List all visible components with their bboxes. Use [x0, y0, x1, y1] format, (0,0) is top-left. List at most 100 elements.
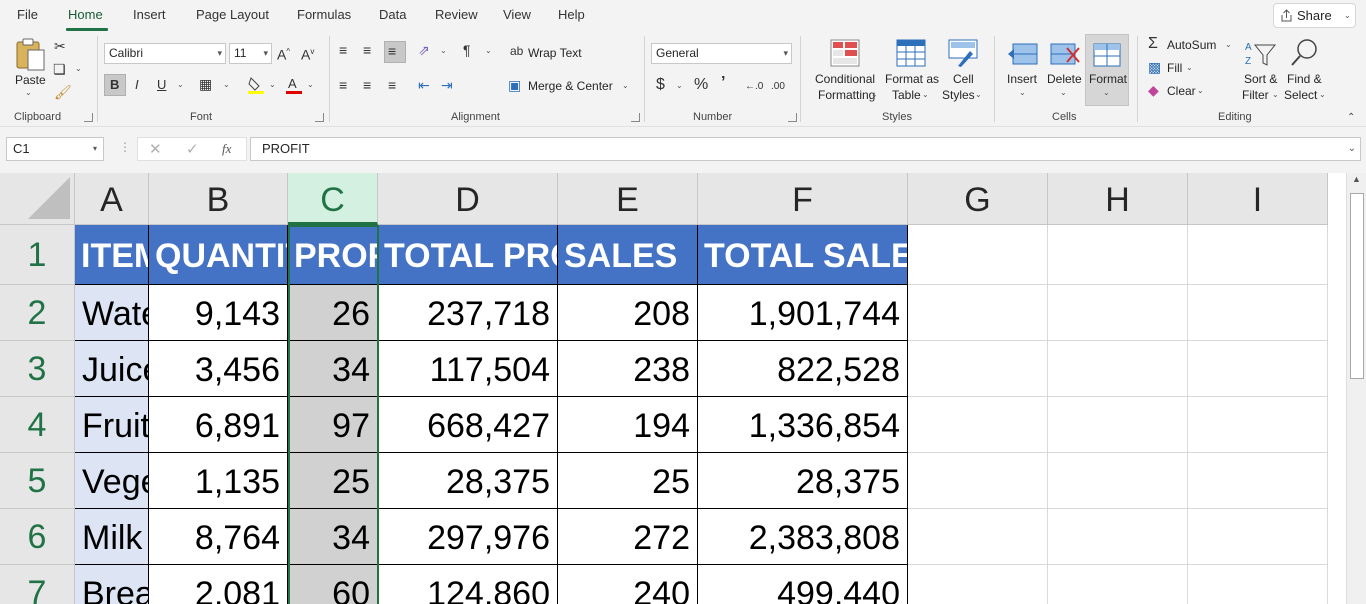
menu-insert[interactable]: Insert	[133, 7, 166, 22]
cell-c3[interactable]: 34	[288, 341, 378, 397]
align-right-icon[interactable]: ≡	[388, 77, 397, 93]
comma-style-icon[interactable]: ’	[721, 74, 726, 91]
expand-formula-icon[interactable]: ⌄	[1347, 143, 1356, 154]
cell-f7[interactable]: 499,440	[698, 565, 908, 604]
align-center-icon[interactable]: ≡	[363, 77, 372, 93]
align-left-icon[interactable]: ≡	[339, 77, 348, 93]
merge-center-button[interactable]: Merge & Center	[528, 79, 613, 93]
clipboard-launcher-icon[interactable]	[84, 113, 93, 122]
column-header-i[interactable]: I	[1188, 173, 1328, 225]
cell-e4[interactable]: 194	[558, 397, 698, 453]
menu-formulas[interactable]: Formulas	[297, 7, 352, 22]
row-header-6[interactable]: 6	[0, 509, 75, 565]
column-header-e[interactable]: E	[558, 173, 698, 225]
cell-h2[interactable]	[1048, 285, 1188, 341]
increase-indent-icon[interactable]: ⇥	[441, 77, 453, 93]
cell-g3[interactable]	[908, 341, 1048, 397]
column-header-a[interactable]: A	[75, 173, 149, 225]
wrap-text-button[interactable]: Wrap Text	[528, 46, 582, 60]
format-as-table-button[interactable]: Format as	[885, 72, 940, 86]
decrease-font-icon[interactable]: Av	[301, 46, 315, 63]
cell-i2[interactable]	[1188, 285, 1328, 341]
cell-g1[interactable]	[908, 225, 1048, 285]
cell-h7[interactable]	[1048, 565, 1188, 604]
row-header-4[interactable]: 4	[0, 397, 75, 453]
cut-icon[interactable]: ✂	[54, 38, 66, 54]
orientation-icon[interactable]: ⇗	[418, 42, 430, 58]
cell-c5[interactable]: 25	[288, 453, 378, 509]
share-button[interactable]: Share ⌄	[1273, 3, 1356, 28]
cell-d1[interactable]: TOTAL PROFIT	[378, 225, 558, 285]
cell-e7[interactable]: 240	[558, 565, 698, 604]
cell-d7[interactable]: 124,860	[378, 565, 558, 604]
format-button[interactable]: Format	[1089, 72, 1128, 86]
cell-a4[interactable]: Fruits	[75, 397, 149, 453]
cell-e3[interactable]: 238	[558, 341, 698, 397]
cell-b3[interactable]: 3,456	[149, 341, 288, 397]
increase-decimal-icon[interactable]: ←.0	[745, 81, 764, 92]
cell-f3[interactable]: 822,528	[698, 341, 908, 397]
menu-data[interactable]: Data	[379, 7, 407, 22]
menu-view[interactable]: View	[503, 7, 531, 22]
cell-i1[interactable]	[1188, 225, 1328, 285]
format-painter-icon[interactable]: 🖌	[54, 84, 72, 100]
column-header-d[interactable]: D	[378, 173, 558, 225]
cell-e6[interactable]: 272	[558, 509, 698, 565]
cell-a6[interactable]: Milk	[75, 509, 149, 565]
italic-button[interactable]: I	[135, 77, 139, 92]
number-format-select[interactable]: General ▾	[651, 43, 792, 64]
borders-icon[interactable]: ▦	[199, 76, 213, 92]
row-header-2[interactable]: 2	[0, 285, 75, 341]
cell-d5[interactable]: 28,375	[378, 453, 558, 509]
cell-i6[interactable]	[1188, 509, 1328, 565]
cell-b1[interactable]: QUANTITY	[149, 225, 288, 285]
cell-f4[interactable]: 1,336,854	[698, 397, 908, 453]
sort-filter-button[interactable]: Sort &	[1244, 72, 1278, 86]
paste-icon[interactable]	[14, 37, 46, 71]
insert-function-icon[interactable]: fx	[222, 141, 232, 156]
currency-icon[interactable]: $	[656, 76, 665, 93]
cell-g5[interactable]	[908, 453, 1048, 509]
cell-h4[interactable]	[1048, 397, 1188, 453]
cell-g6[interactable]	[908, 509, 1048, 565]
column-header-f[interactable]: F	[698, 173, 908, 225]
cell-d2[interactable]: 237,718	[378, 285, 558, 341]
cell-h5[interactable]	[1048, 453, 1188, 509]
vertical-scrollbar[interactable]: ▲	[1346, 173, 1366, 604]
collapse-ribbon-icon[interactable]: ⌃	[1347, 112, 1356, 123]
cell-c7[interactable]: 60	[288, 565, 378, 604]
select-all-button[interactable]	[0, 173, 75, 225]
cell-e1[interactable]: SALES	[558, 225, 698, 285]
cell-d3[interactable]: 117,504	[378, 341, 558, 397]
column-header-b[interactable]: B	[149, 173, 288, 225]
cell-f1[interactable]: TOTAL SALES	[698, 225, 908, 285]
delete-button[interactable]: Delete	[1047, 72, 1082, 86]
cell-c2[interactable]: 26	[288, 285, 378, 341]
copy-icon[interactable]: ❏	[53, 61, 66, 77]
cell-h1[interactable]	[1048, 225, 1188, 285]
font-launcher-icon[interactable]	[315, 113, 324, 122]
autosum-button[interactable]: AutoSum	[1167, 38, 1217, 52]
cell-i3[interactable]	[1188, 341, 1328, 397]
font-size-select[interactable]: 11 ▾	[229, 43, 272, 64]
insert-button[interactable]: Insert	[1007, 72, 1038, 86]
row-header-7[interactable]: 7	[0, 565, 75, 604]
decrease-indent-icon[interactable]: ⇤	[418, 77, 430, 93]
cell-g7[interactable]	[908, 565, 1048, 604]
name-box[interactable]: C1 ▾	[6, 137, 104, 161]
column-header-c[interactable]: C	[288, 173, 378, 225]
cell-c1[interactable]: PROFIT	[288, 225, 378, 285]
cell-i5[interactable]	[1188, 453, 1328, 509]
align-bottom-icon[interactable]: ≡	[388, 43, 397, 59]
cell-c6[interactable]: 34	[288, 509, 378, 565]
increase-font-icon[interactable]: A^	[277, 46, 291, 63]
cell-f5[interactable]: 28,375	[698, 453, 908, 509]
column-header-h[interactable]: H	[1048, 173, 1188, 225]
cell-styles-button[interactable]: Cell	[953, 72, 974, 86]
cell-g4[interactable]	[908, 397, 1048, 453]
cell-g2[interactable]	[908, 285, 1048, 341]
fill-button[interactable]: Fill	[1167, 61, 1183, 75]
scroll-up-icon[interactable]: ▲	[1352, 174, 1361, 184]
cell-i4[interactable]	[1188, 397, 1328, 453]
font-color-icon[interactable]: A	[285, 75, 303, 95]
